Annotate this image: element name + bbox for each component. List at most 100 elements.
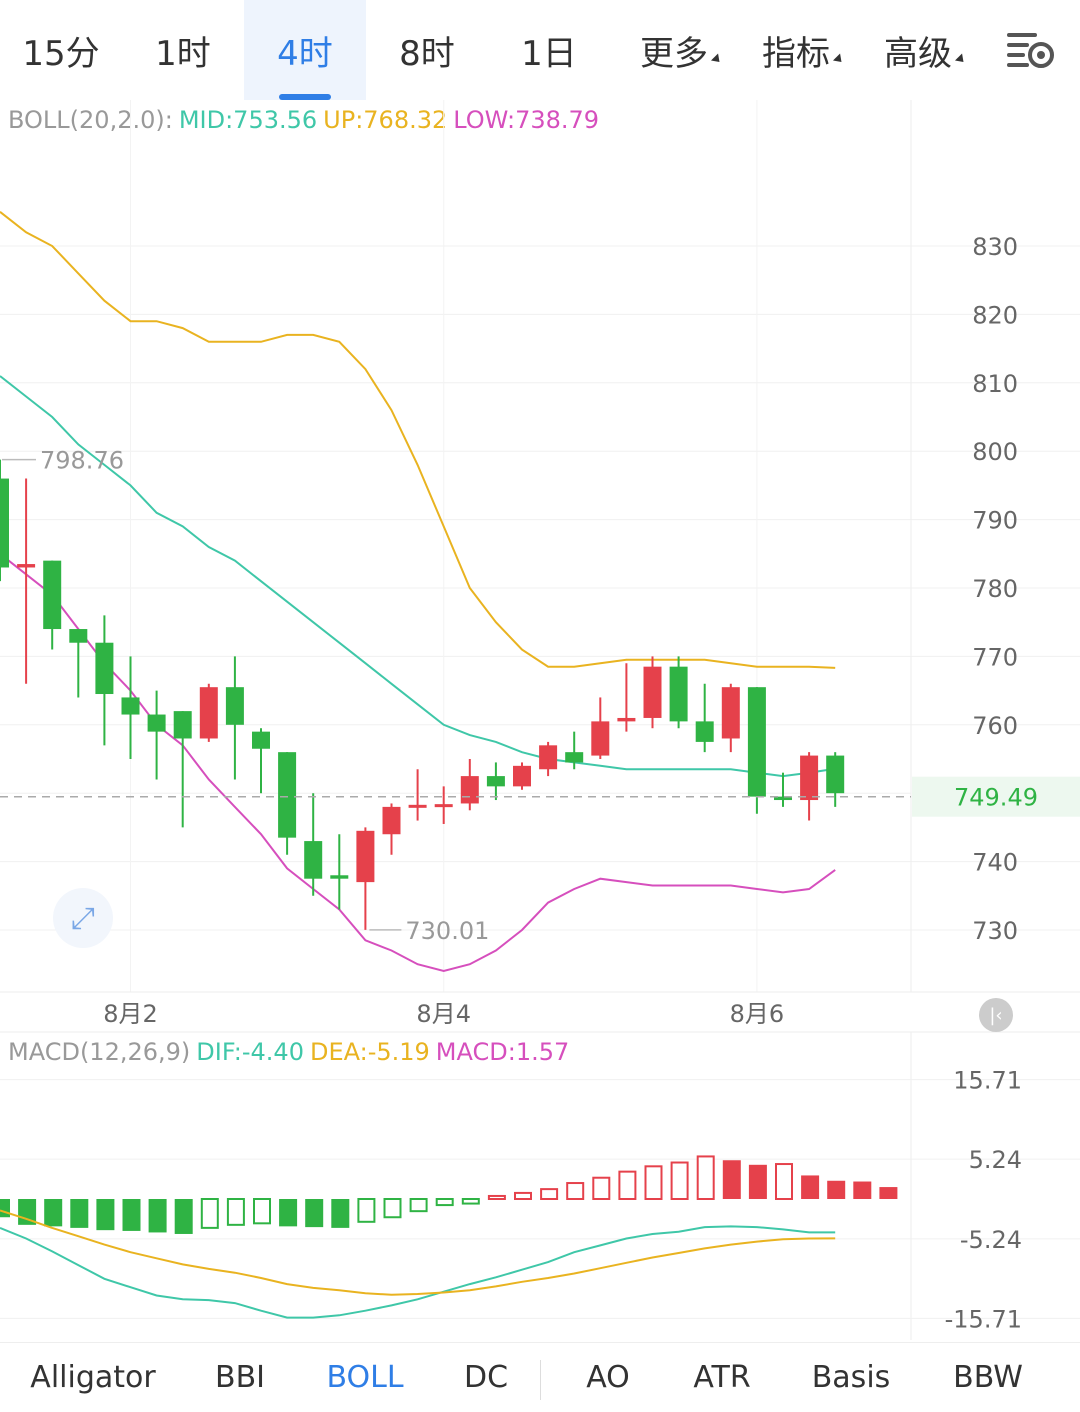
indicator-tab-basis[interactable]: Basis xyxy=(796,1343,906,1412)
macd-histogram-bar xyxy=(409,1198,428,1213)
candle-body xyxy=(225,687,244,725)
macd-histogram-bar xyxy=(305,1199,324,1228)
tab-label: 4时 xyxy=(277,33,333,74)
macd-histogram-bar xyxy=(592,1176,611,1200)
tab-label: 15分 xyxy=(22,33,100,74)
price-chart[interactable]: 830 820 810 800 790 780 770 760 740 730 798.76 730… xyxy=(0,0,1080,1342)
price-tick-label: 820 xyxy=(972,301,1018,329)
candle-body xyxy=(434,804,453,808)
expand-chart-button[interactable]: ⤢ xyxy=(53,888,113,948)
macd-histogram-bar xyxy=(618,1170,637,1201)
chart-settings-button[interactable] xyxy=(996,0,1066,100)
indicator-tab-label: BBI xyxy=(214,1360,265,1395)
macd-histogram-bar xyxy=(383,1198,402,1219)
candle-body xyxy=(617,717,636,722)
candle-body xyxy=(747,687,766,797)
price-tick-label: 800 xyxy=(972,438,1018,466)
tab-advanced[interactable]: 高级 xyxy=(864,0,986,100)
tab-1h[interactable]: 1时 xyxy=(122,0,244,100)
macd-histogram-bar xyxy=(722,1160,741,1199)
candle-body xyxy=(565,752,584,763)
timeframe-tabs: 15分 1时 4时 8时 1日 更多 指标 高级 xyxy=(0,0,1080,100)
candle-body xyxy=(304,841,323,879)
macd-histogram-bar xyxy=(696,1155,715,1200)
price-tick-label: 810 xyxy=(972,370,1018,398)
tab-indicators[interactable]: 指标 xyxy=(742,0,864,100)
price-tick-label: 780 xyxy=(972,575,1018,603)
macd-histogram-bar xyxy=(253,1198,271,1225)
tab-4h[interactable]: 4时 xyxy=(244,0,366,100)
macd-histogram-bar xyxy=(0,1199,10,1218)
tab-8h[interactable]: 8时 xyxy=(366,0,488,100)
indicator-tab-boll[interactable]: BOLL xyxy=(310,1343,420,1412)
macd-histogram-bar xyxy=(827,1180,846,1199)
candle-body xyxy=(408,804,427,808)
macd-histogram-bar xyxy=(200,1198,219,1229)
boll-name: BOLL(20,2.0): xyxy=(8,106,173,134)
macd-histogram-bar xyxy=(70,1199,89,1228)
macd-histogram-bar xyxy=(748,1164,767,1199)
candle-body xyxy=(800,755,819,801)
boll-up: UP:768.32 xyxy=(323,106,448,134)
indicator-tab-dc[interactable]: DC xyxy=(440,1343,532,1412)
price-tick-label: 740 xyxy=(972,849,1018,877)
tab-label: 1时 xyxy=(155,33,211,74)
indicator-tab-atr[interactable]: ATR xyxy=(676,1343,768,1412)
macd-dea-line xyxy=(0,1209,836,1296)
time-tick-label: 8月4 xyxy=(416,1000,471,1028)
expand-arrows-icon: ⤢ xyxy=(71,900,95,936)
tab-label: 1日 xyxy=(521,33,577,74)
macd-histogram-bar xyxy=(357,1198,376,1223)
candle-body xyxy=(669,666,688,722)
boll-low-line xyxy=(0,553,836,973)
macd-histogram-bar xyxy=(853,1181,872,1199)
macd-dif-line xyxy=(0,1225,836,1319)
macd-histogram-bar xyxy=(461,1198,480,1205)
candle-body xyxy=(539,745,558,770)
active-tab-indicator xyxy=(279,94,331,100)
indicator-tab-alligator[interactable]: Alligator xyxy=(10,1343,176,1412)
macd-dif: DIF:-4.40 xyxy=(196,1038,304,1066)
high-marker-label: 798.76 xyxy=(40,447,124,475)
tab-15m[interactable]: 15分 xyxy=(0,0,122,100)
candle-body xyxy=(43,560,62,630)
candle-body xyxy=(95,642,114,695)
jump-back-icon: |‹ xyxy=(989,1004,1003,1026)
candle-body xyxy=(278,752,297,838)
indicator-tab-label: Alligator xyxy=(30,1360,156,1395)
macd-tick-label: 5.24 xyxy=(969,1146,1022,1174)
tab-label: 高级 xyxy=(884,33,952,74)
boll-low: LOW:738.79 xyxy=(453,106,600,134)
indicator-tab-ao[interactable]: AO xyxy=(560,1343,656,1412)
indicator-tab-label: DC xyxy=(463,1360,509,1395)
candle-body xyxy=(486,776,505,787)
tab-more[interactable]: 更多 xyxy=(620,0,742,100)
indicator-tab-bbw[interactable]: BBW xyxy=(936,1343,1040,1412)
macd-histogram-bar xyxy=(122,1199,141,1231)
macd-histogram-bar xyxy=(644,1165,663,1200)
time-tick-label: 8月6 xyxy=(730,1000,785,1028)
macd-histogram-bar xyxy=(148,1199,167,1233)
macd-histogram-bar xyxy=(670,1161,689,1201)
tab-1d[interactable]: 1日 xyxy=(488,0,610,100)
tab-label: 更多 xyxy=(640,33,708,74)
candle-body xyxy=(356,830,375,883)
tab-label: 8时 xyxy=(399,33,455,74)
boll-mid: MID:753.56 xyxy=(178,106,318,134)
indicator-tab-bbi[interactable]: BBI xyxy=(190,1343,290,1412)
macd-histogram-bar xyxy=(226,1198,245,1226)
candle-body xyxy=(826,755,845,794)
candle-body xyxy=(173,711,192,739)
current-price-tag xyxy=(912,776,1080,817)
macd-histogram-bar xyxy=(514,1191,532,1201)
current-price-label: 749.49 xyxy=(954,784,1038,812)
candle-body xyxy=(721,687,740,739)
macd-histogram-bar xyxy=(279,1199,298,1227)
candle-body xyxy=(69,629,88,643)
indicator-tabs: Alligator BBI BOLL DC AO ATR Basis BBW xyxy=(0,1342,1080,1412)
macd-histogram-bar xyxy=(487,1194,506,1200)
time-tick-label: 8月2 xyxy=(103,1000,158,1028)
scroll-to-latest-button[interactable]: |‹ xyxy=(979,998,1013,1032)
macd-dea: DEA:-5.19 xyxy=(309,1038,430,1066)
macd-tick-label: 15.71 xyxy=(953,1067,1022,1095)
